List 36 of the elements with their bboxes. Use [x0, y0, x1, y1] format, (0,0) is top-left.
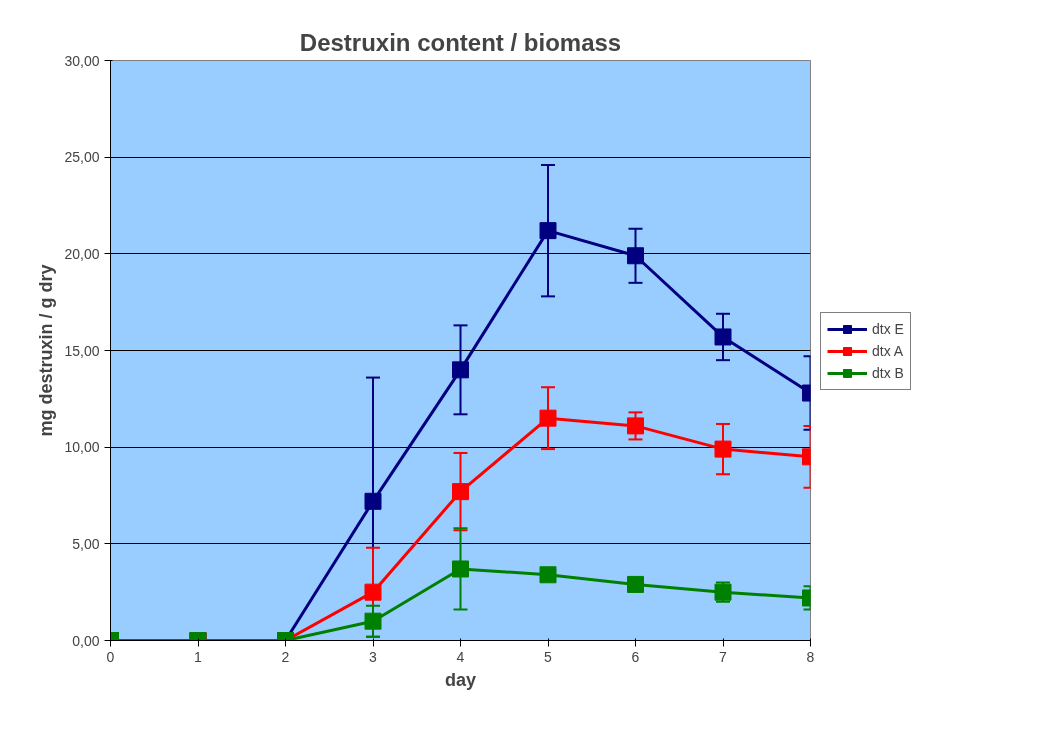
y-tick-label: 30,00 [64, 52, 100, 69]
y-tick-label: 10,00 [64, 439, 100, 456]
x-tick-label: 1 [194, 648, 203, 665]
point [539, 566, 557, 584]
point [364, 492, 382, 510]
legend-label: dtx A [872, 343, 904, 359]
x-tick-label: 2 [281, 648, 290, 665]
y-tick-label: 25,00 [64, 149, 100, 166]
legend-label: dtx B [872, 365, 904, 381]
x-tick-label: 4 [456, 648, 465, 665]
y-tick-label: 20,00 [64, 245, 100, 262]
y-tick-label: 5,00 [72, 535, 100, 552]
point [452, 361, 469, 379]
x-axis-title: day [444, 669, 477, 690]
point [714, 440, 732, 458]
x-tick-label: 8 [806, 648, 815, 665]
legend-label: dtx E [872, 321, 904, 337]
point [452, 560, 469, 578]
point [364, 583, 382, 601]
point [627, 575, 644, 593]
x-tick-label: 3 [369, 648, 378, 665]
point [364, 612, 382, 630]
x-tick-label: 7 [719, 648, 728, 665]
x-tick-label: 5 [544, 648, 553, 665]
point [452, 483, 469, 501]
x-tick-label: 6 [631, 648, 640, 665]
point [714, 328, 732, 346]
chart-title: Destruxin content / biomass [299, 28, 622, 56]
y-axis-title: mg destruxin / g dry [36, 264, 57, 437]
point [539, 222, 557, 240]
point [539, 409, 557, 427]
point [627, 417, 644, 435]
point [627, 247, 644, 265]
x-tick-label: 0 [106, 648, 115, 665]
y-tick-label: 15,00 [64, 342, 100, 359]
y-tick-label: 0,00 [72, 632, 100, 649]
